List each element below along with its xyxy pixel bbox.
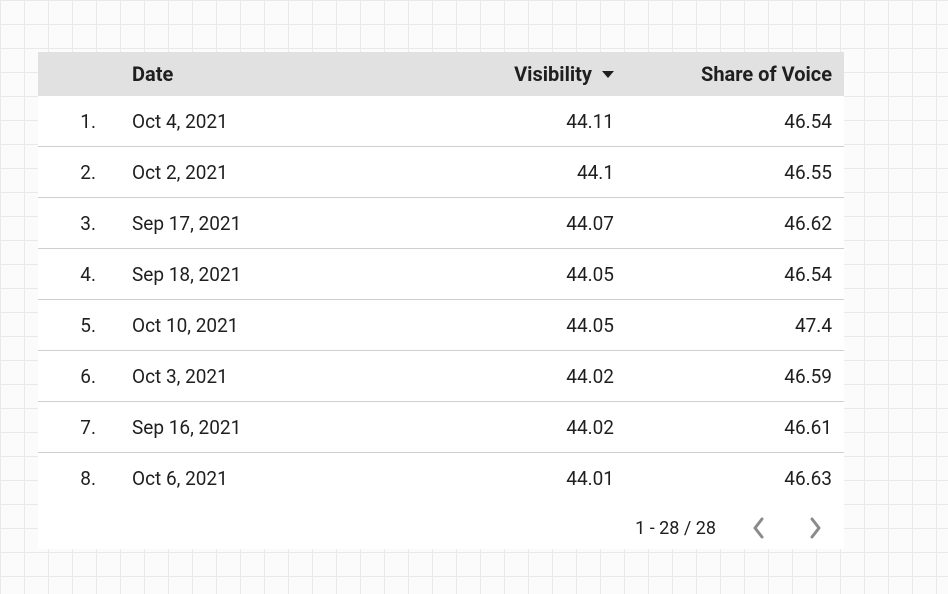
cell-index: 1. [38, 96, 120, 147]
cell-date: Sep 18, 2021 [120, 249, 420, 300]
chevron-right-icon [808, 517, 822, 539]
cell-index: 7. [38, 402, 120, 453]
cell-visibility: 44.01 [420, 453, 626, 504]
column-header-date[interactable]: Date [120, 52, 420, 96]
data-table: Date Visibility Share of Voice 1.Oct 4, … [38, 52, 844, 503]
table-row[interactable]: 6.Oct 3, 202144.0246.59 [38, 351, 844, 402]
cell-date: Sep 16, 2021 [120, 402, 420, 453]
cell-date: Sep 17, 2021 [120, 198, 420, 249]
table-row[interactable]: 8.Oct 6, 202144.0146.63 [38, 453, 844, 504]
cell-share-of-voice: 46.59 [626, 351, 844, 402]
table-body: 1.Oct 4, 202144.1146.542.Oct 2, 202144.1… [38, 96, 844, 503]
table-row[interactable]: 1.Oct 4, 202144.1146.54 [38, 96, 844, 147]
cell-share-of-voice: 46.54 [626, 249, 844, 300]
cell-share-of-voice: 46.62 [626, 198, 844, 249]
cell-visibility: 44.1 [420, 147, 626, 198]
cell-share-of-voice: 46.61 [626, 402, 844, 453]
table-row[interactable]: 4.Sep 18, 202144.0546.54 [38, 249, 844, 300]
cell-index: 4. [38, 249, 120, 300]
cell-share-of-voice: 46.55 [626, 147, 844, 198]
cell-index: 6. [38, 351, 120, 402]
column-header-visibility[interactable]: Visibility [420, 52, 626, 96]
column-header-share-of-voice[interactable]: Share of Voice [626, 52, 844, 96]
table-row[interactable]: 7.Sep 16, 202144.0246.61 [38, 402, 844, 453]
pagination-range: 1 - 28 / 28 [635, 518, 716, 539]
cell-visibility: 44.02 [420, 402, 626, 453]
cell-date: Oct 10, 2021 [120, 300, 420, 351]
data-table-container: Date Visibility Share of Voice 1.Oct 4, … [38, 52, 844, 549]
cell-share-of-voice: 47.4 [626, 300, 844, 351]
cell-visibility: 44.02 [420, 351, 626, 402]
table-row[interactable]: 2.Oct 2, 202144.146.55 [38, 147, 844, 198]
cell-index: 8. [38, 453, 120, 504]
column-header-visibility-label: Visibility [514, 62, 592, 86]
cell-date: Oct 2, 2021 [120, 147, 420, 198]
cell-share-of-voice: 46.63 [626, 453, 844, 504]
cell-date: Oct 4, 2021 [120, 96, 420, 147]
cell-date: Oct 3, 2021 [120, 351, 420, 402]
cell-visibility: 44.07 [420, 198, 626, 249]
cell-share-of-voice: 46.54 [626, 96, 844, 147]
sort-desc-icon [602, 71, 614, 78]
cell-index: 2. [38, 147, 120, 198]
column-header-index[interactable] [38, 52, 120, 96]
cell-visibility: 44.05 [420, 249, 626, 300]
cell-visibility: 44.05 [420, 300, 626, 351]
pagination-next-button[interactable] [802, 511, 828, 545]
pagination-prev-button[interactable] [746, 511, 772, 545]
table-header-row: Date Visibility Share of Voice [38, 52, 844, 96]
cell-visibility: 44.11 [420, 96, 626, 147]
cell-index: 3. [38, 198, 120, 249]
chevron-left-icon [752, 517, 766, 539]
cell-index: 5. [38, 300, 120, 351]
table-row[interactable]: 3.Sep 17, 202144.0746.62 [38, 198, 844, 249]
cell-date: Oct 6, 2021 [120, 453, 420, 504]
table-row[interactable]: 5.Oct 10, 202144.0547.4 [38, 300, 844, 351]
pagination-bar: 1 - 28 / 28 [38, 503, 844, 549]
